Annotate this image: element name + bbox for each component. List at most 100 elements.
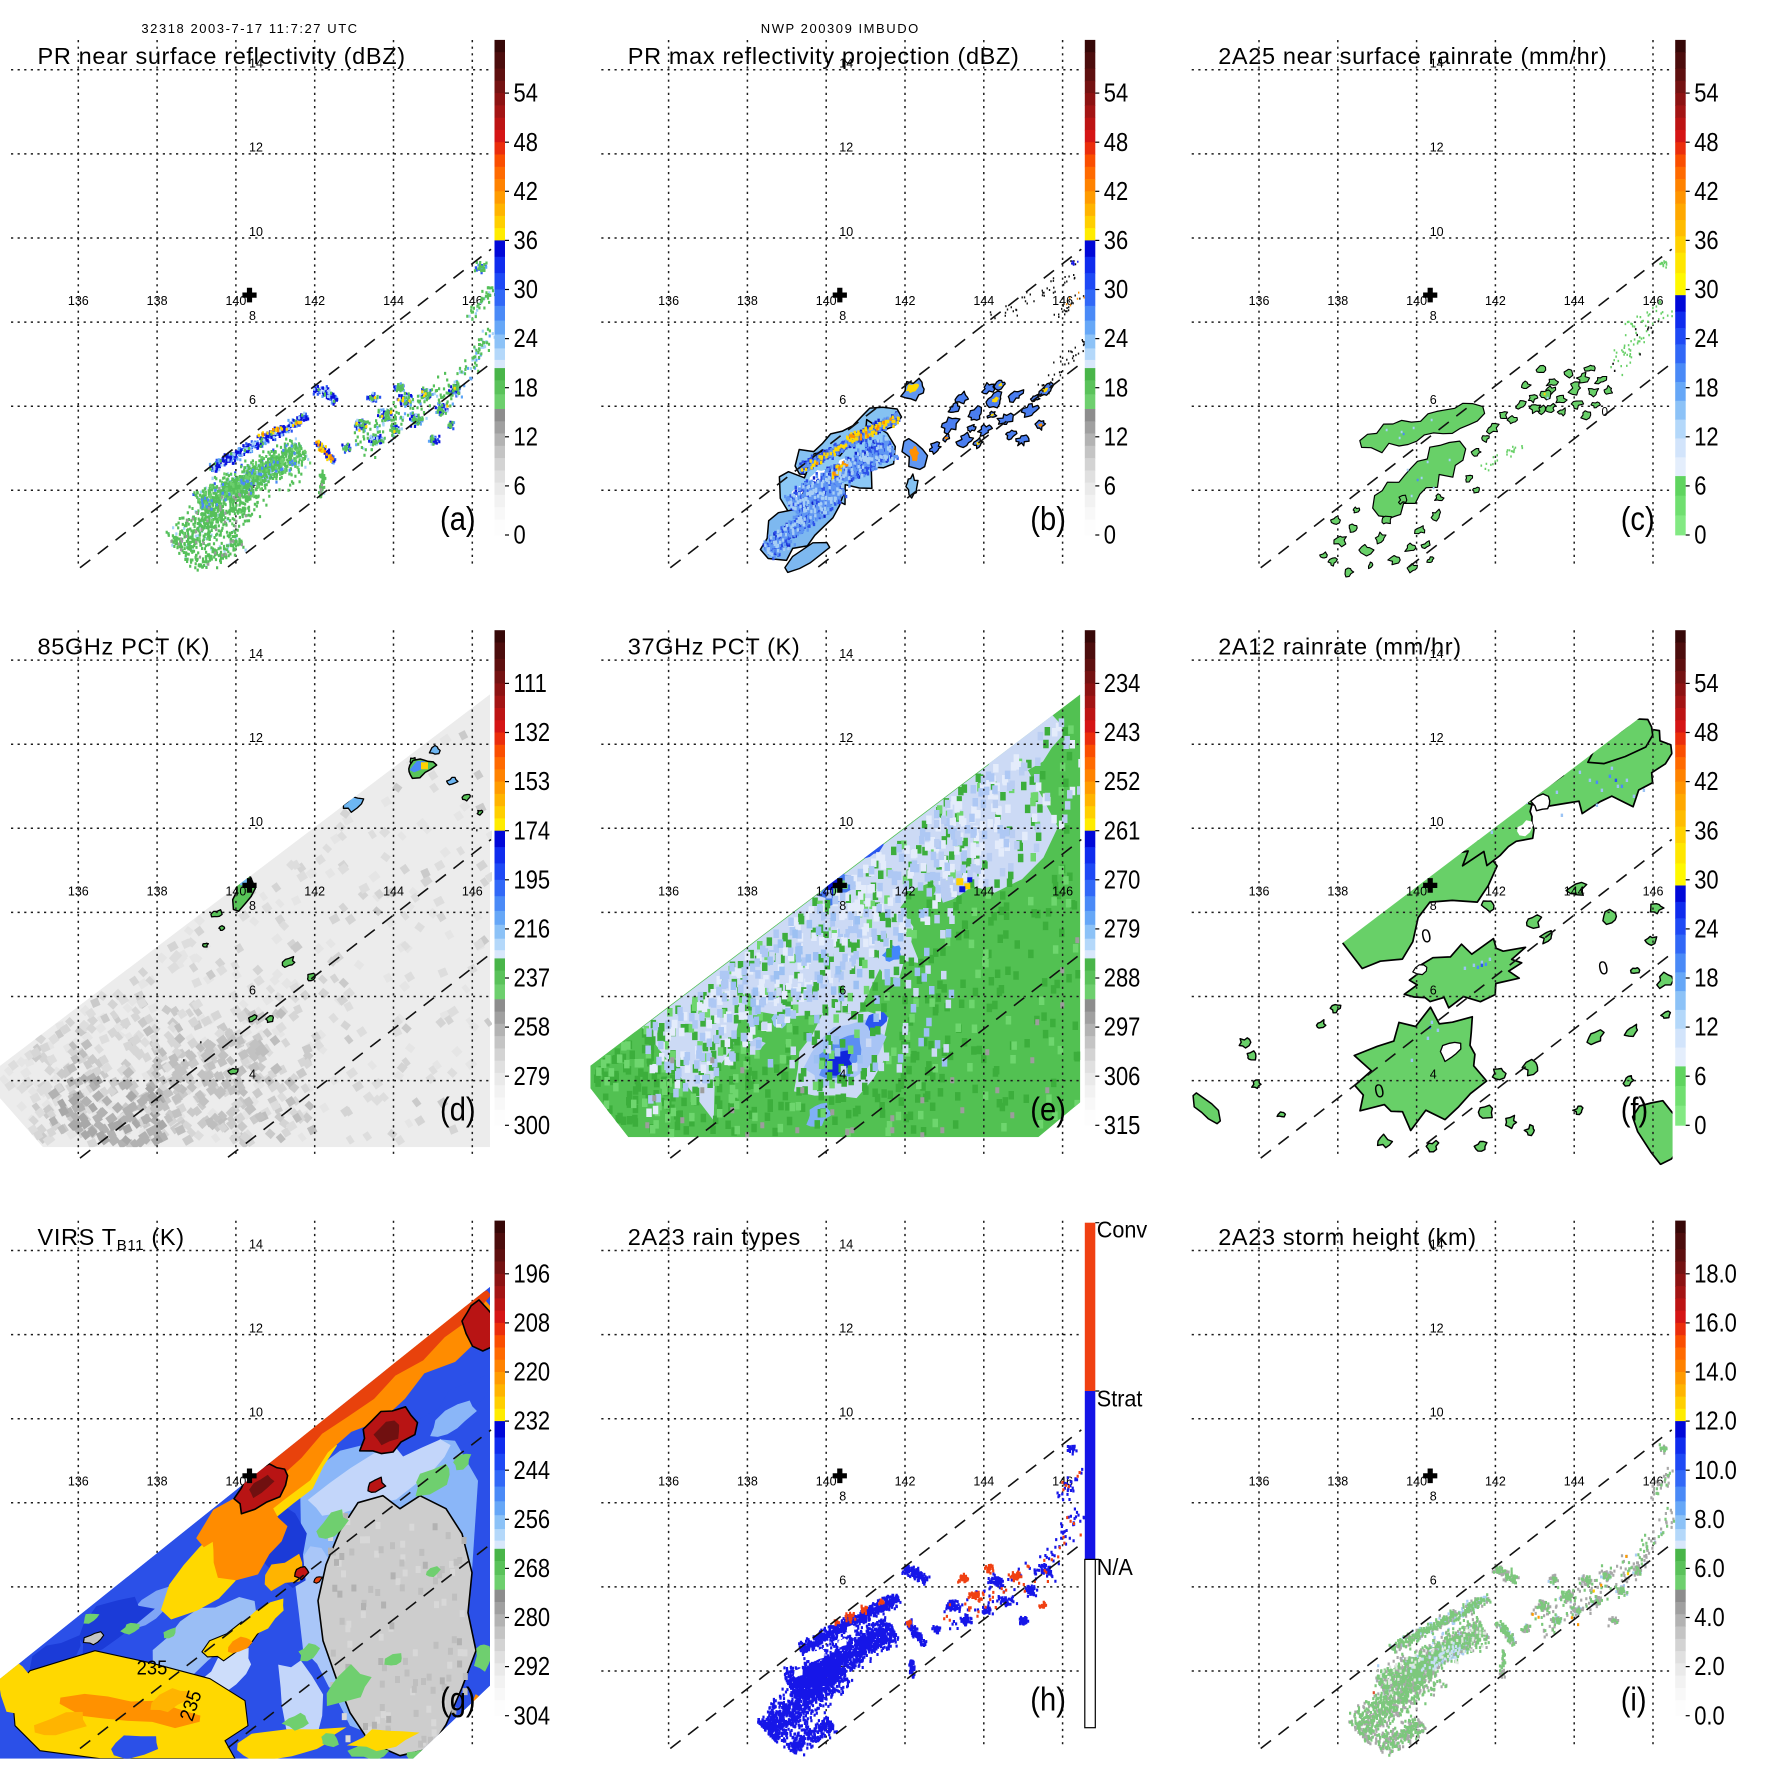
svg-text:144: 144 [973, 1475, 994, 1489]
svg-text:2A12 rainrate (mm/hr): 2A12 rainrate (mm/hr) [1218, 634, 1462, 660]
svg-text:12: 12 [1430, 1321, 1444, 1335]
svg-text:142: 142 [895, 884, 916, 898]
svg-text:36: 36 [1104, 226, 1128, 255]
svg-text:10: 10 [839, 815, 853, 829]
svg-text:8: 8 [839, 899, 846, 913]
svg-text:36: 36 [1694, 817, 1718, 846]
svg-text:32318 2003-7-17 11:7:27 UTC: 32318 2003-7-17 11:7:27 UTC [141, 21, 358, 36]
svg-text:136: 136 [68, 1475, 89, 1489]
svg-text:18.0: 18.0 [1694, 1260, 1737, 1289]
svg-text:14: 14 [1430, 57, 1444, 71]
svg-text:138: 138 [737, 884, 758, 898]
svg-text:6: 6 [249, 393, 256, 407]
svg-text:136: 136 [68, 294, 89, 308]
svg-text:14: 14 [249, 647, 263, 661]
svg-text:138: 138 [147, 1475, 168, 1489]
svg-text:0: 0 [1597, 957, 1611, 980]
svg-text:48: 48 [1104, 128, 1128, 157]
svg-text:146: 146 [462, 884, 483, 898]
svg-text:136: 136 [68, 884, 89, 898]
svg-text:4: 4 [839, 1067, 846, 1081]
svg-text:PR max reflectivity projection: PR max reflectivity projection (dBZ) [628, 43, 1020, 69]
svg-text:136: 136 [1249, 884, 1270, 898]
svg-text:142: 142 [895, 1475, 916, 1489]
svg-text:12: 12 [1104, 423, 1128, 452]
svg-text:140: 140 [225, 884, 246, 898]
svg-text:36: 36 [514, 226, 538, 255]
svg-text:12.0: 12.0 [1694, 1407, 1737, 1436]
svg-text:42: 42 [1694, 768, 1718, 797]
svg-text:Conv: Conv [1097, 1217, 1148, 1243]
svg-text:306: 306 [1104, 1062, 1141, 1091]
svg-text:8: 8 [249, 899, 256, 913]
svg-text:144: 144 [1564, 884, 1585, 898]
svg-text:4: 4 [1430, 1067, 1437, 1081]
svg-text:12: 12 [1694, 423, 1718, 452]
svg-text:24: 24 [514, 325, 538, 354]
svg-text:144: 144 [383, 294, 404, 308]
svg-text:24: 24 [1694, 325, 1718, 354]
svg-text:146: 146 [1052, 294, 1073, 308]
svg-text:144: 144 [973, 294, 994, 308]
svg-text:6: 6 [1104, 472, 1116, 501]
svg-text:14: 14 [249, 1237, 263, 1251]
svg-text:0: 0 [1104, 521, 1116, 550]
svg-text:54: 54 [1694, 669, 1718, 698]
svg-text:12: 12 [839, 731, 853, 745]
svg-text:279: 279 [514, 1062, 551, 1091]
svg-text:146: 146 [1643, 884, 1664, 898]
svg-text:10: 10 [249, 225, 263, 239]
svg-text:12: 12 [249, 731, 263, 745]
svg-text:216: 216 [514, 915, 551, 944]
svg-text:235: 235 [137, 1658, 168, 1680]
svg-text:136: 136 [1249, 1475, 1270, 1489]
svg-text:195: 195 [514, 866, 551, 895]
svg-text:111: 111 [514, 669, 547, 698]
svg-text:(f): (f) [1621, 1090, 1648, 1127]
svg-text:138: 138 [737, 294, 758, 308]
svg-text:196: 196 [514, 1260, 551, 1289]
svg-text:142: 142 [895, 294, 916, 308]
svg-text:30: 30 [1694, 276, 1718, 305]
svg-text:292: 292 [514, 1653, 551, 1682]
svg-text:304: 304 [514, 1702, 551, 1731]
svg-text:261: 261 [1104, 817, 1141, 846]
svg-text:37GHz PCT (K): 37GHz PCT (K) [628, 634, 801, 660]
svg-text:8.0: 8.0 [1694, 1505, 1724, 1534]
svg-text:243: 243 [1104, 719, 1141, 748]
svg-text:140: 140 [1406, 884, 1427, 898]
svg-text:140: 140 [1406, 1475, 1427, 1489]
svg-text:14.0: 14.0 [1694, 1358, 1737, 1387]
svg-text:237: 237 [514, 964, 551, 993]
svg-text:48: 48 [1694, 128, 1718, 157]
svg-text:10: 10 [249, 1406, 263, 1420]
svg-text:0: 0 [1694, 1111, 1706, 1140]
svg-text:6: 6 [839, 1574, 846, 1588]
svg-text:12: 12 [249, 141, 263, 155]
svg-text:142: 142 [304, 884, 325, 898]
svg-text:36: 36 [1694, 226, 1718, 255]
svg-text:8: 8 [839, 1490, 846, 1504]
svg-text:(a): (a) [440, 500, 476, 537]
svg-text:270: 270 [1104, 866, 1141, 895]
svg-text:142: 142 [1485, 884, 1506, 898]
svg-text:24: 24 [1104, 325, 1128, 354]
svg-text:8: 8 [839, 309, 846, 323]
svg-text:(b): (b) [1030, 500, 1066, 537]
svg-text:14: 14 [839, 1237, 853, 1251]
svg-text:142: 142 [304, 294, 325, 308]
svg-text:Strat: Strat [1097, 1386, 1143, 1412]
svg-text:48: 48 [1694, 719, 1718, 748]
svg-text:256: 256 [514, 1505, 551, 1534]
svg-text:8: 8 [249, 309, 256, 323]
svg-text:54: 54 [514, 79, 538, 108]
svg-text:136: 136 [1249, 294, 1270, 308]
svg-text:138: 138 [147, 294, 168, 308]
svg-text:138: 138 [147, 884, 168, 898]
svg-text:6: 6 [514, 472, 526, 501]
svg-text:244: 244 [514, 1456, 551, 1485]
svg-text:(i): (i) [1621, 1681, 1647, 1718]
svg-text:4: 4 [249, 1067, 256, 1081]
svg-text:12: 12 [1430, 731, 1444, 745]
svg-text:6: 6 [1694, 472, 1706, 501]
